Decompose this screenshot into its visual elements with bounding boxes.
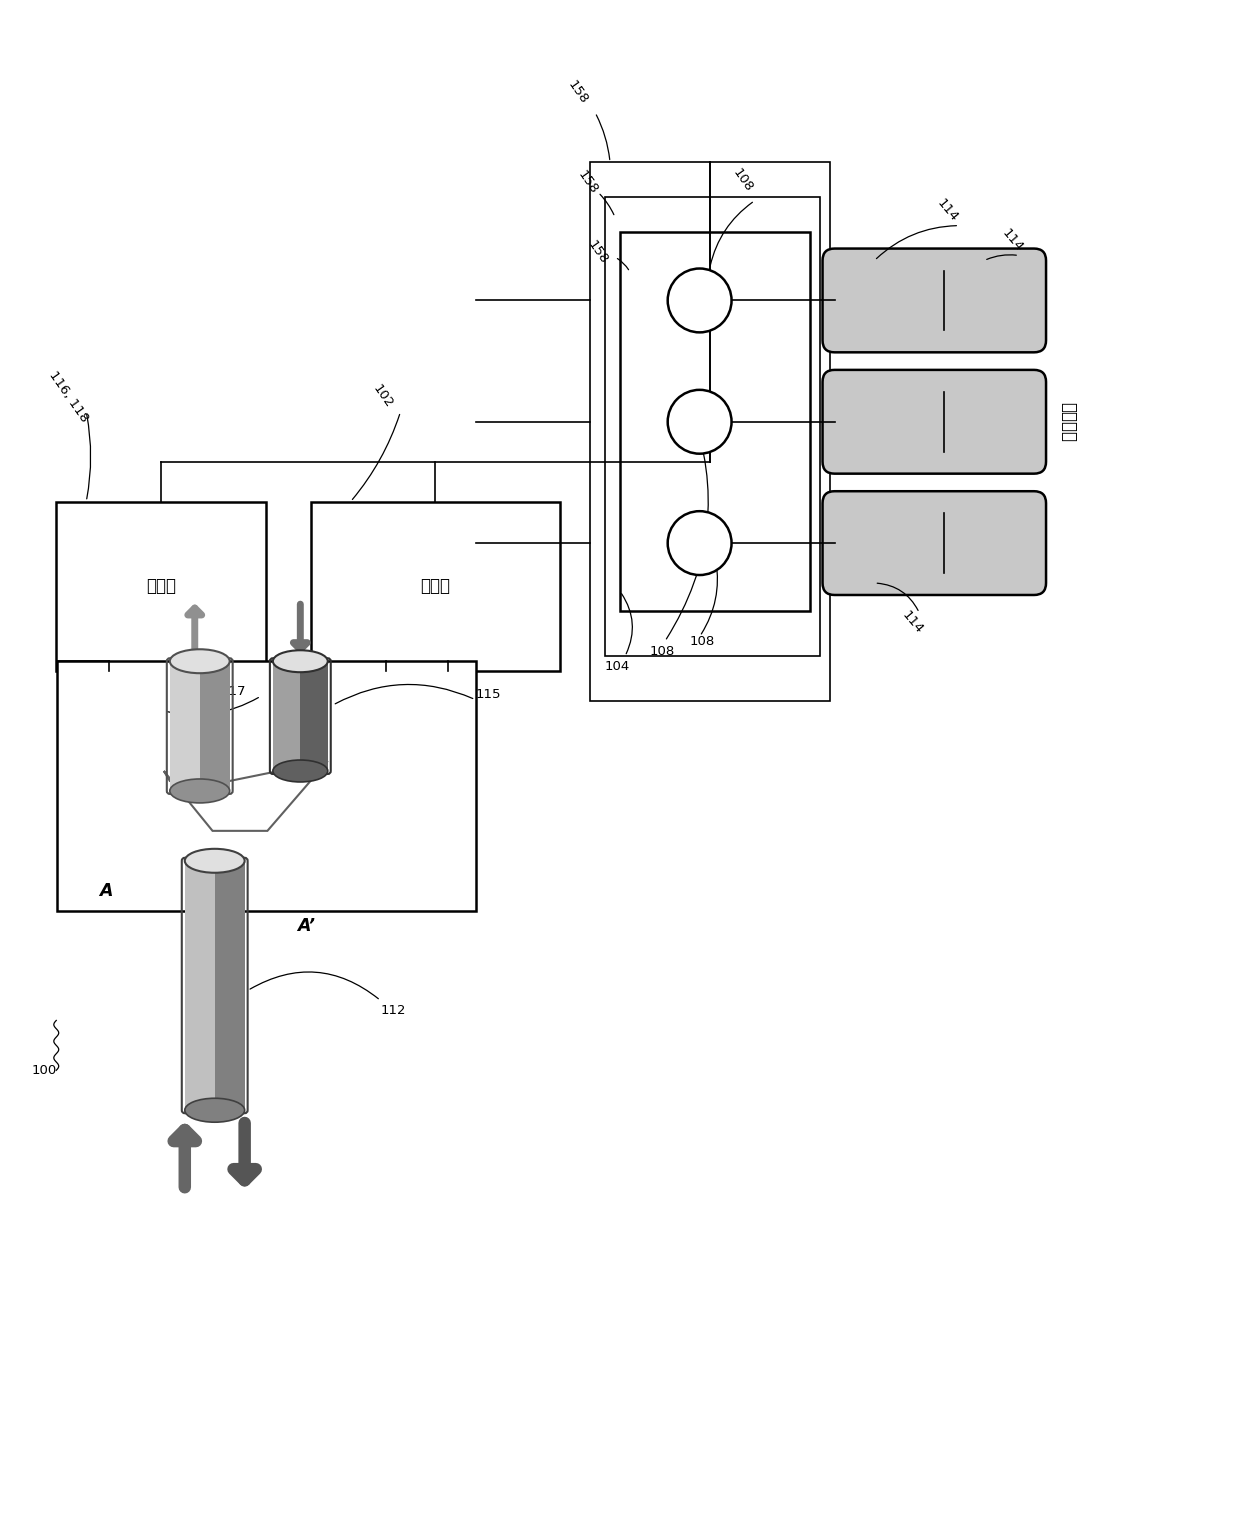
- Text: 108: 108: [689, 635, 715, 648]
- Ellipse shape: [185, 848, 244, 873]
- FancyBboxPatch shape: [273, 661, 300, 772]
- FancyBboxPatch shape: [185, 860, 215, 1110]
- FancyBboxPatch shape: [200, 661, 229, 792]
- Text: 158: 158: [575, 168, 600, 196]
- Text: 102: 102: [371, 383, 396, 410]
- Text: 配混气体: 配混气体: [1059, 401, 1078, 442]
- Circle shape: [667, 511, 732, 576]
- Text: 112: 112: [381, 1004, 405, 1017]
- Text: 114: 114: [934, 197, 961, 225]
- Text: 100: 100: [31, 1064, 57, 1076]
- Text: 117: 117: [221, 684, 247, 698]
- Ellipse shape: [170, 779, 229, 802]
- Text: 158: 158: [565, 78, 590, 107]
- FancyBboxPatch shape: [311, 502, 560, 671]
- Text: 114: 114: [999, 227, 1025, 254]
- FancyBboxPatch shape: [822, 248, 1047, 352]
- FancyBboxPatch shape: [822, 371, 1047, 473]
- Circle shape: [667, 268, 732, 332]
- FancyBboxPatch shape: [215, 860, 244, 1110]
- Text: 108: 108: [650, 645, 676, 658]
- Text: 115: 115: [475, 687, 501, 701]
- Polygon shape: [164, 761, 327, 831]
- Text: 158: 158: [585, 237, 610, 266]
- Ellipse shape: [185, 1098, 244, 1122]
- Text: 传感器: 传感器: [146, 577, 176, 596]
- Text: 116, 118: 116, 118: [46, 369, 91, 424]
- FancyBboxPatch shape: [56, 502, 265, 671]
- Text: 通气机: 通气机: [420, 577, 450, 596]
- Text: 108: 108: [730, 167, 755, 194]
- FancyBboxPatch shape: [170, 661, 200, 792]
- FancyBboxPatch shape: [620, 233, 810, 611]
- Ellipse shape: [273, 651, 327, 672]
- Text: 114: 114: [899, 609, 925, 637]
- FancyBboxPatch shape: [57, 661, 476, 911]
- FancyBboxPatch shape: [300, 661, 327, 772]
- Text: A: A: [99, 882, 113, 900]
- Ellipse shape: [170, 649, 229, 674]
- Text: A’: A’: [296, 917, 315, 934]
- Text: 104: 104: [605, 660, 630, 672]
- Circle shape: [667, 390, 732, 453]
- Ellipse shape: [273, 759, 327, 782]
- FancyBboxPatch shape: [822, 491, 1047, 596]
